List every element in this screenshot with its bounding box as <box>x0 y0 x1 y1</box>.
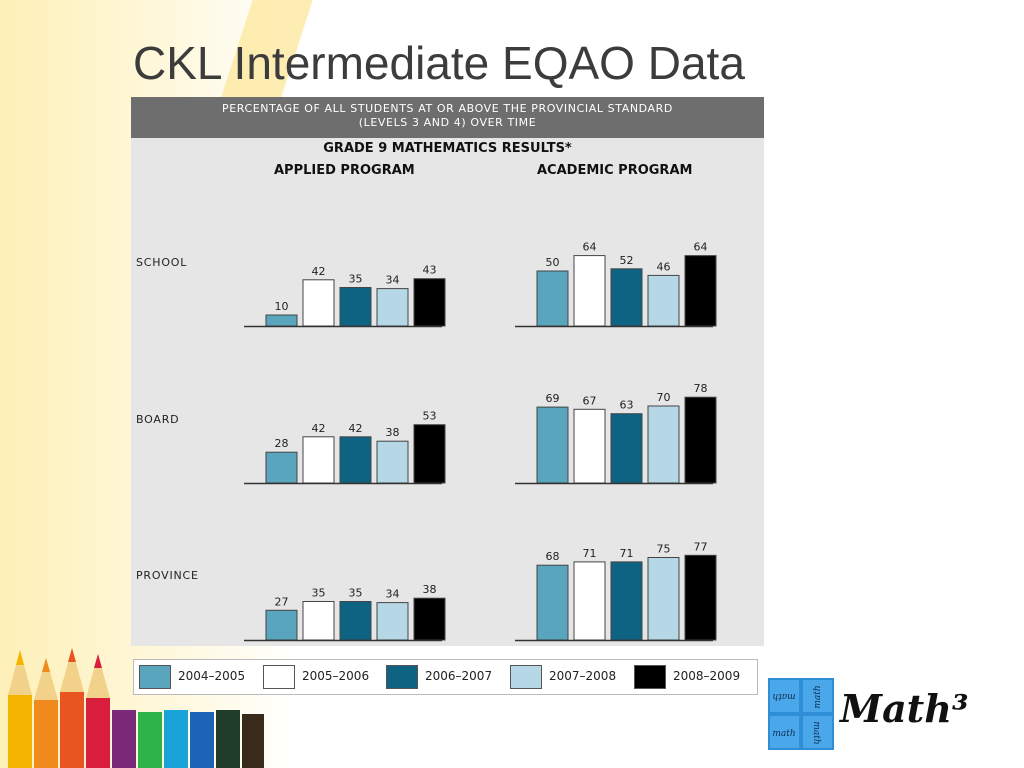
data-label: 63 <box>620 399 634 412</box>
logo-word: math <box>772 691 795 701</box>
data-label: 10 <box>275 300 289 313</box>
legend-label: 2006–2007 <box>425 669 493 683</box>
bar <box>610 268 643 327</box>
legend-label: 2008–2009 <box>673 669 741 683</box>
bar <box>573 408 606 484</box>
logo-icon: math math math math <box>768 678 834 750</box>
legend-swatch <box>510 665 542 689</box>
data-label: 28 <box>275 437 289 450</box>
data-label: 77 <box>694 540 708 553</box>
bar <box>610 561 643 641</box>
data-label: 71 <box>583 547 597 560</box>
pencils-decoration <box>8 648 264 768</box>
bar <box>573 255 606 327</box>
data-label: 67 <box>583 394 597 407</box>
bar <box>265 609 298 641</box>
chart-header: PERCENTAGE OF ALL STUDENTS AT OR ABOVE T… <box>131 97 764 138</box>
data-label: 64 <box>583 241 597 254</box>
bar <box>376 602 409 641</box>
logo-word: math <box>813 685 823 708</box>
program-label-applied: APPLIED PROGRAM <box>274 163 415 178</box>
data-label: 35 <box>312 587 326 600</box>
bars-plot-area: 10 42 35 34 43 28 42 42 38 53 27 35 35 34 38 50 64 52 46 64… <box>244 241 717 642</box>
bar <box>536 564 569 641</box>
chart-title-line-1: PERCENTAGE OF ALL STUDENTS AT OR ABOVE T… <box>221 102 674 115</box>
legend-swatch <box>139 665 171 689</box>
legend-label: 2005–2006 <box>302 669 370 683</box>
bar <box>536 406 569 484</box>
legend-swatch <box>263 665 295 689</box>
data-label: 75 <box>657 543 671 556</box>
legend-label: 2007–2008 <box>549 669 617 683</box>
data-label: 43 <box>423 264 437 277</box>
bar <box>647 557 680 641</box>
logo-word: math <box>772 729 795 739</box>
data-label: 27 <box>275 595 289 608</box>
data-label: 52 <box>620 254 634 267</box>
bar <box>339 287 372 327</box>
data-label: 71 <box>620 547 634 560</box>
data-label: 34 <box>386 274 400 287</box>
chart-title-line-2: (LEVELS 3 AND 4) OVER TIME <box>358 116 537 129</box>
data-label: 70 <box>657 391 671 404</box>
row-label-board: BOARD <box>136 413 180 426</box>
data-label: 34 <box>386 588 400 601</box>
data-label: 35 <box>349 587 363 600</box>
data-label: 68 <box>546 550 560 563</box>
data-label: 46 <box>657 260 671 273</box>
pencil-group <box>8 648 264 768</box>
data-label: 64 <box>694 241 708 254</box>
bar <box>684 554 717 641</box>
bar <box>302 601 335 641</box>
row-label-school: SCHOOL <box>136 256 188 269</box>
bar <box>413 424 446 484</box>
bar <box>684 396 717 484</box>
math3-logo: math math math math Math³ <box>768 678 1008 750</box>
data-label: 53 <box>423 410 437 423</box>
logo-text: Math³ <box>840 686 969 731</box>
bar <box>610 413 643 484</box>
bar <box>413 278 446 327</box>
data-label: 69 <box>546 392 560 405</box>
bar <box>647 274 680 327</box>
legend-swatch <box>386 665 418 689</box>
bar <box>302 279 335 327</box>
row-label-province: PROVINCE <box>136 569 199 582</box>
logo-word: math <box>811 721 821 744</box>
data-label: 50 <box>546 256 560 269</box>
data-label: 42 <box>312 265 326 278</box>
data-label: 38 <box>386 426 400 439</box>
bar <box>647 405 680 484</box>
data-label: 78 <box>694 382 708 395</box>
bar <box>376 440 409 484</box>
bar <box>265 451 298 484</box>
bar <box>302 436 335 484</box>
chart-legend: 2004–2005 2005–2006 2006–2007 2007–2008 … <box>133 659 758 695</box>
bar <box>339 436 372 484</box>
bar <box>339 601 372 641</box>
slide-title: CKL Intermediate EQAO Data <box>133 37 745 89</box>
bar <box>376 288 409 327</box>
bar <box>413 597 446 641</box>
data-label: 42 <box>349 422 363 435</box>
data-label: 38 <box>423 583 437 596</box>
data-label: 35 <box>349 273 363 286</box>
legend-label: 2004–2005 <box>178 669 246 683</box>
bar <box>265 314 298 327</box>
data-label: 42 <box>312 422 326 435</box>
program-label-academic: ACADEMIC PROGRAM <box>537 163 693 178</box>
bar <box>684 255 717 327</box>
bar <box>573 561 606 641</box>
legend-swatch <box>634 665 666 689</box>
chart-panel: PERCENTAGE OF ALL STUDENTS AT OR ABOVE T… <box>131 97 764 646</box>
chart-subtitle: GRADE 9 MATHEMATICS RESULTS* <box>323 141 572 156</box>
bar <box>536 270 569 327</box>
